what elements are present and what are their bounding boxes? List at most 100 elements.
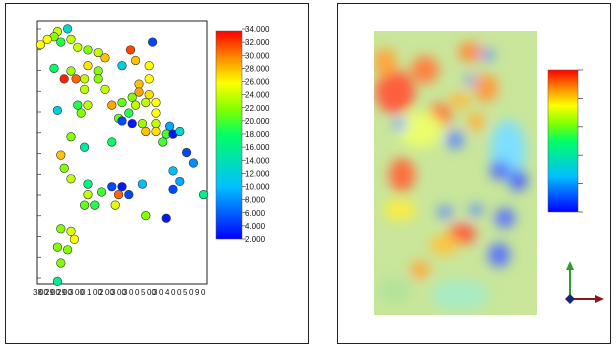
x-tick-label: 00 xyxy=(51,288,60,297)
scatter-point xyxy=(175,126,185,137)
scatter-point xyxy=(125,45,136,55)
x-tick-label: 00 xyxy=(117,288,126,297)
scatter-points xyxy=(35,24,209,286)
colorbar-tick-label: 10.000 xyxy=(245,183,270,192)
scatter-point xyxy=(107,182,117,192)
x-tick-label: 5 xyxy=(183,288,188,297)
scatter-point xyxy=(144,74,154,84)
heatmap-field xyxy=(374,31,537,315)
x-tick-label: 3 xyxy=(153,288,158,297)
x-tick-label: 2 xyxy=(99,288,104,297)
scatter-point xyxy=(151,97,161,108)
scatter-point xyxy=(175,176,185,187)
scatter-point xyxy=(137,118,147,129)
scatter-point xyxy=(151,126,161,137)
scatter-point xyxy=(56,258,66,268)
scatter-point xyxy=(59,74,69,84)
scatter-point xyxy=(66,132,76,142)
scatter-point xyxy=(93,47,103,58)
scatter-point xyxy=(52,276,63,286)
colorbar-tick-label: 16.000 xyxy=(245,143,270,152)
x-tick-label: 00 xyxy=(75,288,84,297)
scatter-point xyxy=(56,37,66,47)
scatter-point xyxy=(141,97,151,108)
scatter-point xyxy=(93,74,103,84)
scatter-point xyxy=(137,179,147,189)
scatter-point xyxy=(107,137,117,147)
scatter-point xyxy=(124,189,134,200)
scatter-point xyxy=(117,116,127,126)
scatter-point xyxy=(66,34,76,45)
x-tick-label: 00 xyxy=(93,288,102,297)
scatter-point xyxy=(188,158,198,168)
scatter-point xyxy=(73,100,83,110)
colorbar-tick-label: 26.000 xyxy=(245,78,270,87)
colorbar-tick-label: 12.000 xyxy=(245,169,270,178)
left-colorbar-ticks: 34.000 32.000 30.000 28.000 26.000 24.000 22.0… xyxy=(242,25,270,244)
x-tick-label: 0 xyxy=(189,288,194,297)
scatter-point xyxy=(131,100,141,110)
scatter-point xyxy=(148,37,158,47)
scatter-point xyxy=(141,211,151,221)
scatter-point xyxy=(66,226,76,236)
scatter-point xyxy=(168,166,178,176)
scatter-point xyxy=(93,66,103,76)
scatter-point xyxy=(83,45,93,55)
scatter-point xyxy=(117,182,127,192)
scatter-point xyxy=(182,147,192,158)
x-tick-label: 0 xyxy=(81,288,86,297)
right-colorbar-ticks xyxy=(578,69,583,213)
x-tick-label: 3 xyxy=(111,288,116,297)
scatter-point xyxy=(199,189,209,200)
scatter-point xyxy=(144,90,154,100)
scatter-point xyxy=(52,105,63,116)
colorbar-tick-label: 6.000 xyxy=(245,209,266,218)
scatter-point xyxy=(59,163,69,173)
scatter-point xyxy=(73,42,83,52)
scatter-point xyxy=(151,108,161,118)
scatter-point xyxy=(52,242,63,252)
scatter-point xyxy=(131,55,141,66)
x-tick-label: 00 xyxy=(39,288,48,297)
colorbar-tick-label: 18.000 xyxy=(245,130,270,139)
scatter-point xyxy=(83,179,93,189)
x-tick-label: 0 xyxy=(159,288,164,297)
x-tick-label: 0 xyxy=(129,288,134,297)
scatter-point xyxy=(42,34,52,45)
scatter-point xyxy=(83,189,93,200)
x-tick-label: 1 xyxy=(87,288,92,297)
colorbar-tick-label: 14.000 xyxy=(245,156,270,165)
scatter-point xyxy=(83,61,93,71)
x-tick-label: 00 xyxy=(147,288,156,297)
x-tick-label: 5 xyxy=(141,288,146,297)
scatter-point xyxy=(76,108,86,118)
x-tick-label: 38 xyxy=(33,288,42,297)
scatter-point xyxy=(56,224,66,234)
scatter-point xyxy=(168,184,178,194)
scatter-point xyxy=(69,234,79,244)
scatter-point xyxy=(62,245,73,255)
colorbar-tick-label: 8.000 xyxy=(245,196,266,205)
scatter-point xyxy=(110,200,120,210)
scatter-point xyxy=(141,126,151,137)
scatter-point xyxy=(35,40,46,50)
x-tick-label: 29 xyxy=(57,288,66,297)
scatter-point xyxy=(100,53,110,63)
axis-triad-icon xyxy=(565,261,604,304)
scatter-point xyxy=(66,66,76,76)
colorbar-tick-label: 34.000 xyxy=(245,25,270,34)
x-tick-label: 00 xyxy=(105,288,114,297)
scatter-point xyxy=(144,61,154,71)
scatter-point xyxy=(107,100,117,110)
colorbar-tick-label: 30.000 xyxy=(245,51,270,60)
x-tick-label: 29 xyxy=(45,288,54,297)
scatter-point xyxy=(96,187,107,197)
scatter-point xyxy=(62,24,73,34)
scatter-point xyxy=(151,118,161,129)
scatter-point xyxy=(79,84,90,94)
scatter-point xyxy=(134,87,144,97)
scatter-point xyxy=(66,174,76,184)
scatter-point xyxy=(83,100,93,110)
scatter-point xyxy=(165,121,175,131)
